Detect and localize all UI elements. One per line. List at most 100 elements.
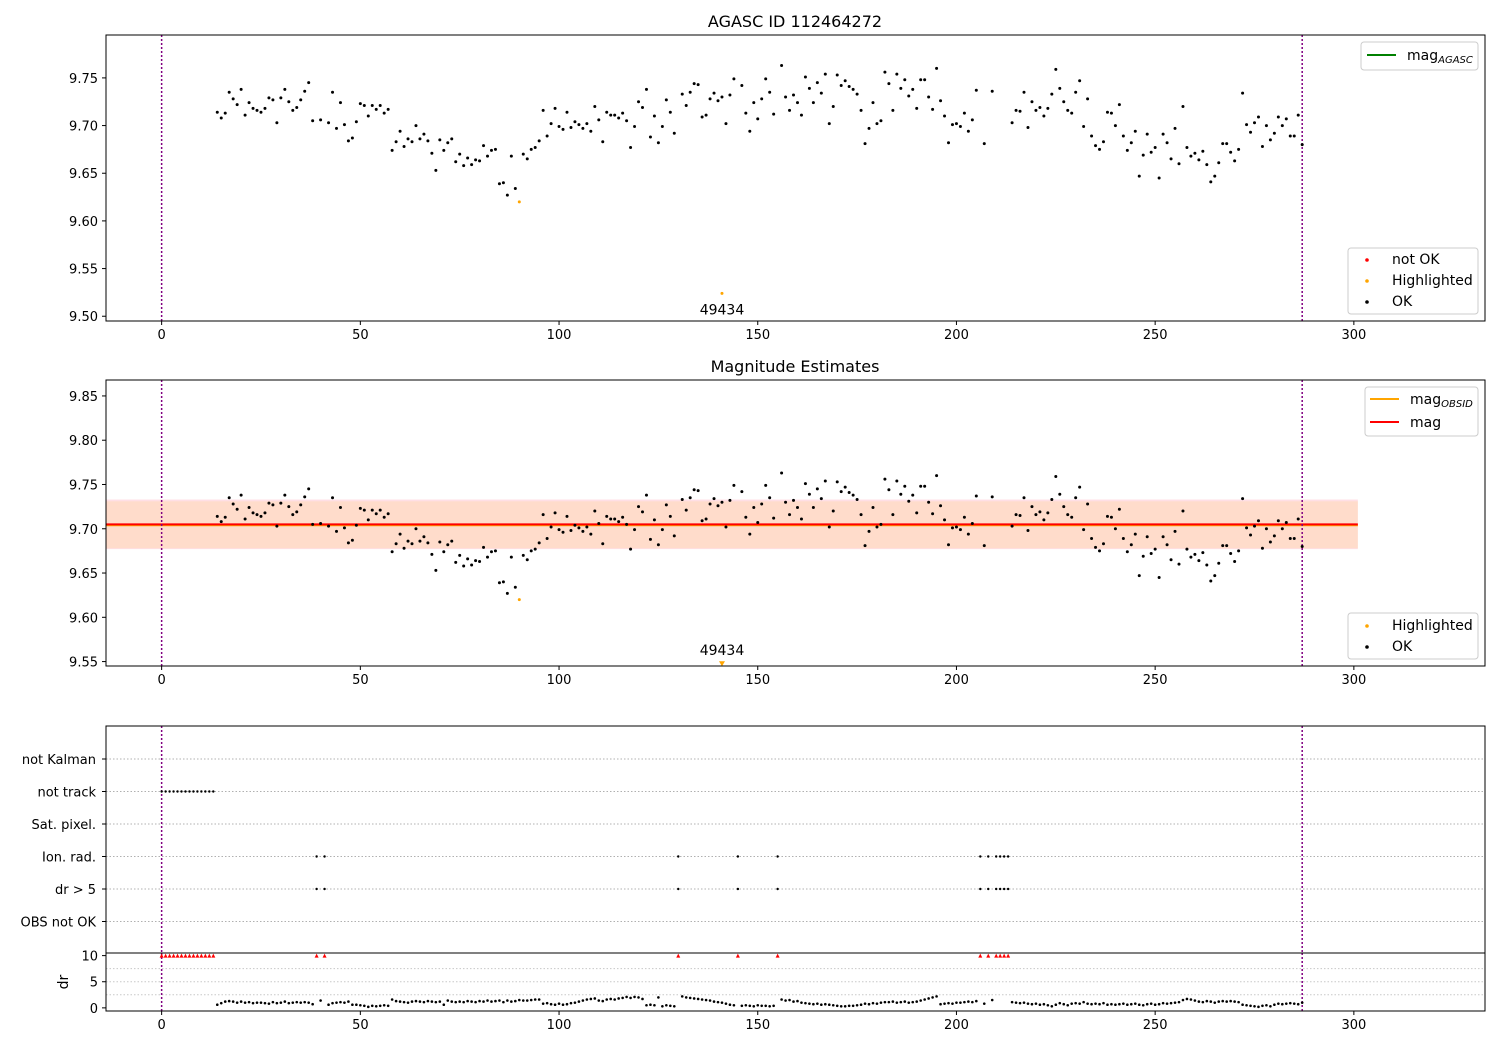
ok-point xyxy=(386,512,390,516)
dr-point xyxy=(907,1001,911,1004)
ok-point xyxy=(474,559,478,563)
ok-point xyxy=(943,518,947,522)
ok-point xyxy=(764,483,768,487)
ok-point xyxy=(370,508,374,512)
ok-point xyxy=(382,111,386,115)
dr-point xyxy=(1102,1001,1105,1005)
dr-point xyxy=(1086,1002,1089,1005)
ok-point xyxy=(597,521,601,525)
ok-point xyxy=(331,496,335,500)
ok-point xyxy=(931,512,935,516)
dr-point xyxy=(756,1003,760,1007)
dr-point xyxy=(947,1001,950,1005)
dr-point xyxy=(1141,1003,1145,1007)
ok-point xyxy=(450,539,454,543)
ok-point xyxy=(1026,125,1030,129)
dr-ylabel: dr xyxy=(56,974,72,989)
dr-point xyxy=(1050,1004,1054,1008)
ok-point xyxy=(835,73,839,77)
ok-point xyxy=(1062,100,1066,104)
ok-point xyxy=(788,513,792,517)
ok-point xyxy=(279,501,283,505)
ok-point xyxy=(422,535,426,539)
flag-row-label: dr > 5 xyxy=(55,883,96,898)
dr-point xyxy=(430,1000,434,1003)
dr-clipped-point xyxy=(676,953,681,958)
ok-point xyxy=(442,550,446,554)
flag-point xyxy=(315,855,318,858)
ok-point xyxy=(1121,134,1125,138)
y-tick-label: 9.65 xyxy=(69,567,98,582)
ok-point xyxy=(1284,521,1288,525)
ok-point xyxy=(354,120,358,124)
dr-point xyxy=(311,1002,314,1006)
ok-point xyxy=(1161,535,1165,539)
ok-point xyxy=(525,558,529,562)
ok-point xyxy=(295,510,299,514)
flag-points xyxy=(160,790,1010,891)
dr-point xyxy=(279,1001,283,1004)
x-tick-label: 250 xyxy=(1143,328,1168,343)
x-tick-label: 100 xyxy=(547,1018,572,1033)
dr-point xyxy=(565,1002,569,1006)
ok-point xyxy=(438,540,442,544)
dr-point xyxy=(1209,1000,1213,1003)
ok-point xyxy=(593,509,597,513)
dr-point xyxy=(827,1003,831,1007)
dr-point xyxy=(744,1003,748,1007)
dr-point xyxy=(215,1003,219,1007)
dr-point xyxy=(498,999,501,1002)
ok-point xyxy=(1197,158,1201,162)
ok-point xyxy=(378,508,382,512)
dr-point xyxy=(967,1000,970,1003)
ok-point xyxy=(605,514,609,518)
flag-row-label: OBS not OK xyxy=(21,916,97,931)
ok-point xyxy=(247,506,251,510)
dr-point xyxy=(506,999,509,1002)
ok-point xyxy=(362,104,366,108)
ok-point xyxy=(215,110,219,114)
dr-point xyxy=(1026,1002,1030,1005)
ok-point xyxy=(410,542,414,546)
estimates-legend-lower: Highlighted OK xyxy=(1347,612,1479,660)
ok-point xyxy=(1185,145,1189,149)
dr-point xyxy=(732,1003,736,1007)
flag-row-label: not track xyxy=(37,786,96,801)
dr-point xyxy=(414,999,418,1003)
dr-point xyxy=(1281,1002,1284,1006)
y-tick-label: 9.55 xyxy=(69,656,98,671)
ok-point xyxy=(947,141,951,145)
ok-point xyxy=(1233,159,1237,163)
ok-point xyxy=(1173,126,1177,130)
ok-point xyxy=(1133,129,1137,133)
ok-point xyxy=(338,101,342,105)
dr-point xyxy=(915,1000,919,1003)
ok-point xyxy=(1193,552,1197,556)
x-tick-label: 0 xyxy=(157,1018,165,1033)
dr-point xyxy=(720,1001,724,1004)
dr-point xyxy=(518,998,521,1002)
ok-point xyxy=(752,506,756,510)
ok-point xyxy=(1276,519,1280,523)
dr-point xyxy=(390,998,394,1001)
dr-point xyxy=(1165,1002,1169,1005)
ok-point xyxy=(716,504,720,508)
dr-point xyxy=(494,999,497,1003)
ok-point xyxy=(1205,563,1209,567)
agasc-panel: AGASC ID 112464272 0 50 100 150 200 250 300 9.5… xyxy=(69,12,1486,343)
ok-point xyxy=(895,72,899,76)
ok-point xyxy=(1094,144,1098,148)
ok-point xyxy=(374,512,378,516)
ok-point xyxy=(489,550,493,554)
dr-point xyxy=(613,998,616,1001)
y-tick-label: 9.60 xyxy=(69,611,98,626)
ok-point xyxy=(1260,546,1264,550)
ok-point xyxy=(486,154,490,158)
x-tick-label: 200 xyxy=(944,673,969,688)
ok-point xyxy=(553,106,557,110)
ok-point xyxy=(772,516,776,520)
ok-point xyxy=(982,142,986,146)
ok-point xyxy=(1185,547,1189,551)
ok-point xyxy=(406,539,410,543)
ok-point xyxy=(1161,132,1165,136)
